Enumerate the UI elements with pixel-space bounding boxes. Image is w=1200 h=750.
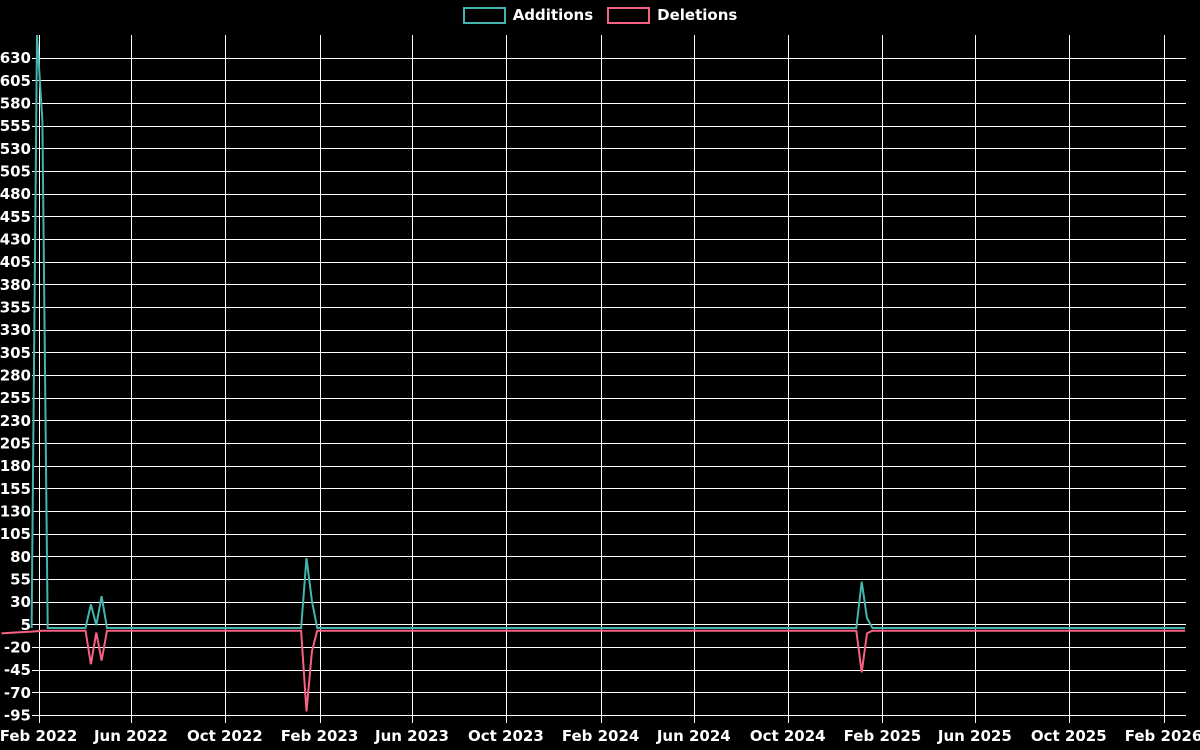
- deletions-swatch-icon: [607, 7, 651, 24]
- y-axis-tick-label: 205: [0, 435, 31, 453]
- y-axis-tick-label: 455: [0, 208, 31, 226]
- y-axis-tick-label: 80: [10, 548, 31, 566]
- y-axis-tick-label: 180: [0, 457, 31, 475]
- y-axis-tick-label: -45: [4, 661, 31, 679]
- y-axis-tick-label: 155: [0, 480, 31, 498]
- x-axis-tick-label: Feb 2026: [1125, 727, 1200, 745]
- x-axis-tick-label: Oct 2024: [750, 727, 826, 745]
- legend-label-deletions: Deletions: [657, 6, 738, 24]
- y-axis-tick-label: 530: [0, 140, 31, 158]
- x-axis-tick-label: Feb 2024: [562, 727, 640, 745]
- x-axis-tick-label: Oct 2023: [468, 727, 544, 745]
- y-axis-tick-label: -95: [4, 707, 31, 725]
- chart-legend: Additions Deletions: [0, 7, 1200, 24]
- x-axis-tick-label: Feb 2022: [0, 727, 77, 745]
- y-axis-tick-label: 405: [0, 253, 31, 271]
- y-axis-tick-label: 30: [10, 593, 31, 611]
- y-axis-tick-label: 630: [0, 49, 31, 67]
- x-axis-tick-label: Oct 2025: [1031, 727, 1107, 745]
- y-axis-tick-label: 55: [10, 571, 31, 589]
- x-axis-tick-label: Jun 2025: [937, 727, 1012, 745]
- deletions-line: [1, 629, 1186, 712]
- legend-item-additions[interactable]: Additions: [462, 6, 594, 24]
- y-axis-tick-label: 355: [0, 299, 31, 317]
- y-axis-tick-label: -70: [4, 684, 31, 702]
- y-axis-tick-label: 105: [0, 525, 31, 543]
- y-axis-tick-label: 5: [21, 616, 31, 634]
- y-axis-tick-label: 280: [0, 367, 31, 385]
- additions-line: [30, 34, 1186, 629]
- y-axis-tick-label: -20: [4, 639, 31, 657]
- y-axis-tick-label: 330: [0, 321, 31, 339]
- x-axis-tick-label: Jun 2024: [656, 727, 731, 745]
- additions-swatch-icon: [462, 7, 506, 24]
- legend-label-additions: Additions: [512, 6, 594, 24]
- y-axis-tick-label: 230: [0, 412, 31, 430]
- y-axis-tick-label: 605: [0, 72, 31, 90]
- y-axis-tick-label: 305: [0, 344, 31, 362]
- x-axis-tick-label: Feb 2023: [281, 727, 359, 745]
- y-axis-tick-label: 580: [0, 95, 31, 113]
- legend-item-deletions[interactable]: Deletions: [607, 7, 737, 24]
- y-axis-tick-label: 480: [0, 185, 31, 203]
- x-axis-tick-label: Oct 2022: [187, 727, 263, 745]
- x-axis-tick-label: Feb 2025: [844, 727, 922, 745]
- x-axis-tick-label: Jun 2023: [374, 727, 449, 745]
- y-axis-tick-label: 130: [0, 503, 31, 521]
- y-axis-tick-label: 380: [0, 276, 31, 294]
- x-axis-tick-label: Jun 2022: [93, 727, 168, 745]
- y-axis-tick-label: 505: [0, 163, 31, 181]
- y-axis-tick-label: 555: [0, 117, 31, 135]
- y-axis-tick-label: 255: [0, 389, 31, 407]
- y-axis-tick-label: 430: [0, 231, 31, 249]
